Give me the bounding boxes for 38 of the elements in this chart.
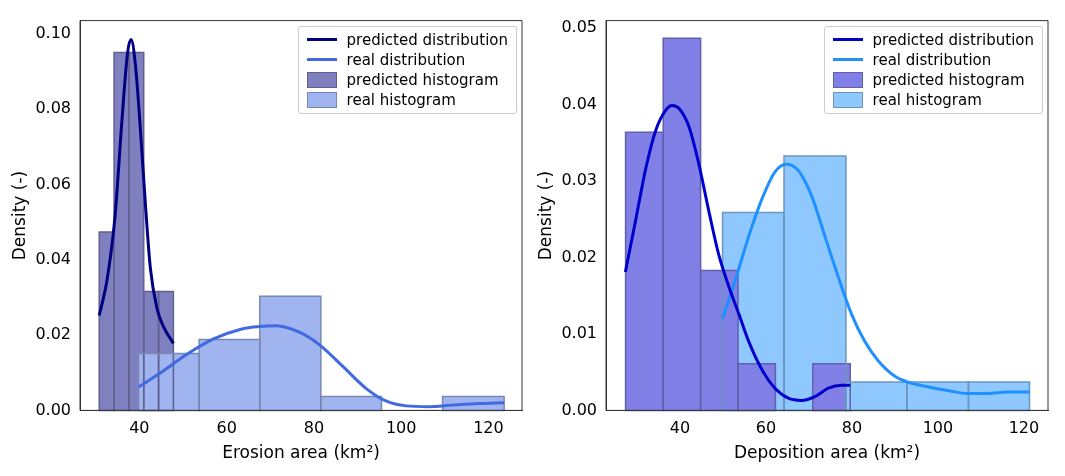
x-axis-title: Deposition area (km²) <box>733 442 921 463</box>
legend-label: real histogram <box>872 89 982 110</box>
legend-label: predicted distribution <box>872 29 1034 50</box>
x-tick-label: 120 <box>473 418 504 438</box>
y-tick-label: 0.04 <box>35 248 72 268</box>
y-axis-title: Density (-) <box>534 170 555 261</box>
line-series <box>97 37 175 345</box>
x-tick-label: 100 <box>922 418 954 438</box>
y-tick-label: 0.00 <box>35 399 72 419</box>
legend-label: real distribution <box>872 49 992 70</box>
y-tick-label: 0.01 <box>561 323 598 343</box>
line-series <box>136 324 506 409</box>
y-axis-title: Density (-) <box>8 170 29 261</box>
x-tick-label: 80 <box>303 418 325 438</box>
y-tick-label: 0.04 <box>561 93 598 113</box>
x-tick-label: 40 <box>129 418 150 438</box>
x-tick-label: 100 <box>385 418 417 438</box>
legend-label: predicted histogram <box>346 69 499 90</box>
y-tick-label: 0.05 <box>561 17 598 37</box>
x-tick-label: 120 <box>1008 418 1040 438</box>
legend-label: real histogram <box>346 89 456 110</box>
legend-label: predicted histogram <box>872 69 1025 90</box>
line-series <box>623 103 852 402</box>
legend-label: predicted distribution <box>346 29 508 50</box>
y-tick-label: 0.02 <box>561 246 598 266</box>
legend-label: real distribution <box>346 49 466 70</box>
y-tick-label: 0.02 <box>35 324 72 344</box>
x-tick-label: 40 <box>669 418 691 438</box>
y-tick-label: 0.03 <box>561 170 598 190</box>
x-tick-label: 80 <box>841 418 863 438</box>
x-axis-title: Erosion area (km²) <box>222 442 380 463</box>
x-tick-label: 60 <box>755 418 777 438</box>
y-tick-label: 0.06 <box>35 173 72 193</box>
y-tick-label: 0.00 <box>561 399 598 419</box>
x-tick-label: 60 <box>216 418 237 438</box>
y-tick-label: 0.08 <box>35 98 72 118</box>
y-tick-label: 0.10 <box>35 22 72 42</box>
line-series <box>721 162 1032 396</box>
